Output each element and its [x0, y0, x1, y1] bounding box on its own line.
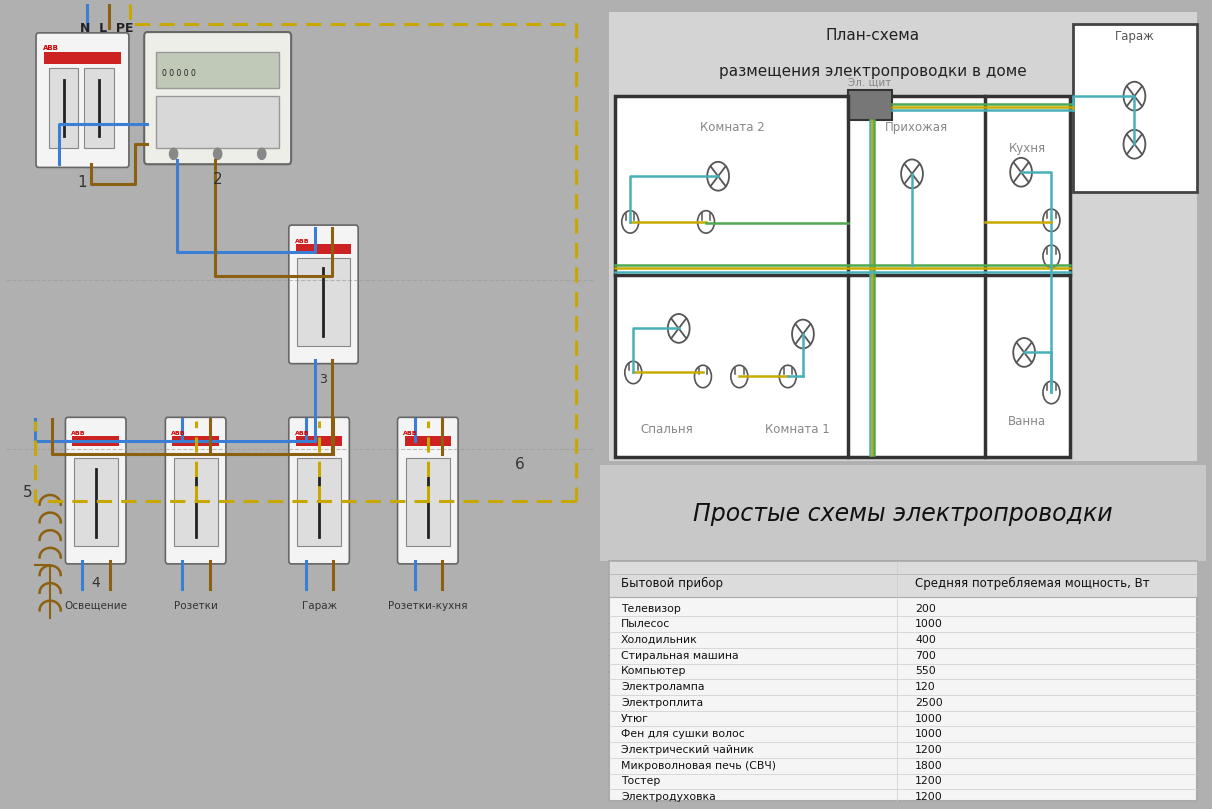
Bar	[608, 561, 1197, 801]
Bar	[156, 52, 280, 88]
Text: размещения электропроводки в доме: размещения электропроводки в доме	[719, 64, 1027, 79]
Bar	[156, 96, 280, 148]
Text: ABB: ABB	[295, 431, 309, 436]
Text: Эл. щит: Эл. щит	[848, 78, 891, 87]
Bar	[297, 458, 341, 546]
Text: 700: 700	[915, 650, 936, 661]
Text: Микроволновая печь (СВЧ): Микроволновая печь (СВЧ)	[621, 760, 776, 771]
Bar	[45, 52, 121, 64]
Text: Электродуховка: Электродуховка	[621, 792, 716, 802]
Text: ABB: ABB	[295, 239, 309, 244]
Text: Фен для сушки волос: Фен для сушки волос	[621, 729, 745, 739]
Bar	[74, 458, 118, 546]
Text: Кухня: Кухня	[1008, 142, 1046, 155]
Text: 1200: 1200	[915, 745, 943, 755]
Text: Комната 1: Комната 1	[765, 422, 829, 435]
Text: 200: 200	[915, 604, 936, 613]
Text: ABB: ABB	[171, 431, 185, 436]
Text: 400: 400	[915, 635, 936, 645]
Bar	[614, 96, 1070, 456]
Text: 6: 6	[515, 456, 525, 472]
Text: 0 0 0 0 0: 0 0 0 0 0	[162, 69, 195, 78]
Bar	[297, 258, 350, 346]
Text: 1200: 1200	[915, 792, 943, 802]
Text: Бытовой прибор: Бытовой прибор	[621, 577, 724, 590]
Bar	[48, 68, 79, 148]
Text: Прихожая: Прихожая	[885, 121, 948, 133]
Text: Средняя потребляемая мощность, Вт: Средняя потребляемая мощность, Вт	[915, 577, 1150, 590]
Bar	[85, 68, 114, 148]
Text: 120: 120	[915, 682, 936, 693]
Bar	[600, 464, 1206, 561]
Text: 4: 4	[91, 576, 101, 590]
FancyBboxPatch shape	[165, 417, 225, 564]
Text: Спальня: Спальня	[640, 422, 693, 435]
Bar	[405, 436, 451, 446]
Text: Компьютер: Компьютер	[621, 667, 687, 676]
Bar	[172, 436, 219, 446]
FancyBboxPatch shape	[288, 225, 359, 364]
Text: Освещение: Освещение	[64, 601, 127, 611]
Bar	[608, 561, 1197, 597]
Text: 5: 5	[23, 485, 33, 500]
Text: Комната 2: Комната 2	[699, 121, 765, 133]
Text: N  L  PE: N L PE	[80, 22, 133, 35]
Text: ABB: ABB	[72, 431, 86, 436]
Bar	[296, 436, 342, 446]
Circle shape	[213, 148, 222, 159]
Bar	[608, 12, 1197, 460]
Text: Стиральная машина: Стиральная машина	[621, 650, 739, 661]
Text: Телевизор: Телевизор	[621, 604, 681, 613]
FancyBboxPatch shape	[144, 32, 291, 164]
Bar	[73, 436, 119, 446]
Bar	[296, 244, 351, 254]
Text: Тостер: Тостер	[621, 777, 661, 786]
Bar	[406, 458, 450, 546]
Text: ABB: ABB	[404, 431, 418, 436]
Text: 1000: 1000	[915, 619, 943, 629]
FancyBboxPatch shape	[36, 33, 128, 167]
Text: 3: 3	[320, 373, 327, 386]
Text: Пылесос: Пылесос	[621, 619, 670, 629]
Text: 2500: 2500	[915, 698, 943, 708]
Text: Электроплита: Электроплита	[621, 698, 703, 708]
Text: 2: 2	[213, 172, 223, 187]
Circle shape	[170, 148, 178, 159]
Circle shape	[258, 148, 265, 159]
Bar	[1073, 24, 1197, 193]
FancyBboxPatch shape	[65, 417, 126, 564]
FancyBboxPatch shape	[398, 417, 458, 564]
Text: Электролампа: Электролампа	[621, 682, 704, 693]
Text: Холодильник: Холодильник	[621, 635, 698, 645]
Text: 1800: 1800	[915, 760, 943, 771]
Text: Утюг: Утюг	[621, 714, 648, 723]
Text: Гараж: Гараж	[302, 601, 337, 611]
Text: Простые схемы электропроводки: Простые схемы электропроводки	[693, 502, 1113, 526]
FancyBboxPatch shape	[288, 417, 349, 564]
Text: Ванна: Ванна	[1008, 414, 1046, 427]
Text: 1000: 1000	[915, 714, 943, 723]
Text: Гараж: Гараж	[1115, 30, 1154, 43]
Text: 1200: 1200	[915, 777, 943, 786]
Text: Электрический чайник: Электрический чайник	[621, 745, 754, 755]
Text: 1000: 1000	[915, 729, 943, 739]
Bar	[848, 90, 892, 121]
Text: План-схема: План-схема	[825, 28, 920, 43]
Text: 1: 1	[78, 175, 87, 189]
Text: Розетки-кухня: Розетки-кухня	[388, 601, 468, 611]
Bar	[173, 458, 218, 546]
Text: ABB: ABB	[44, 45, 59, 52]
Text: Розетки: Розетки	[173, 601, 218, 611]
Text: 550: 550	[915, 667, 936, 676]
